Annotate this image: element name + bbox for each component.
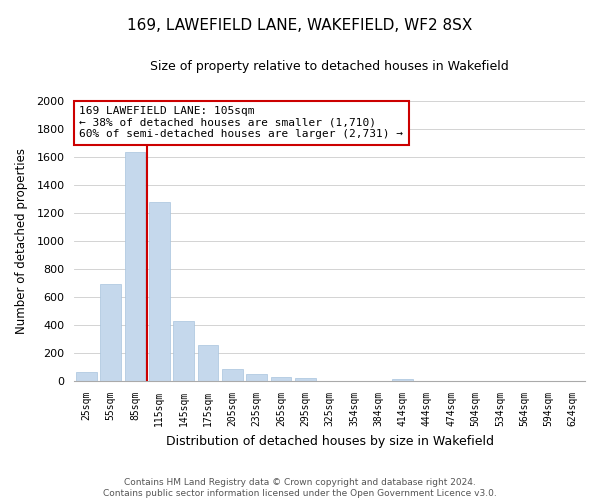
Bar — [246, 374, 267, 381]
Bar — [149, 202, 170, 381]
Bar — [76, 372, 97, 381]
Text: 169 LAWEFIELD LANE: 105sqm
← 38% of detached houses are smaller (1,710)
60% of s: 169 LAWEFIELD LANE: 105sqm ← 38% of deta… — [79, 106, 403, 140]
Bar — [173, 321, 194, 381]
Bar — [125, 152, 145, 381]
Bar — [392, 379, 413, 381]
Y-axis label: Number of detached properties: Number of detached properties — [15, 148, 28, 334]
Text: Contains HM Land Registry data © Crown copyright and database right 2024.
Contai: Contains HM Land Registry data © Crown c… — [103, 478, 497, 498]
Bar — [197, 346, 218, 381]
Bar — [295, 378, 316, 381]
Bar — [222, 369, 242, 381]
Title: Size of property relative to detached houses in Wakefield: Size of property relative to detached ho… — [150, 60, 509, 73]
Bar — [100, 284, 121, 381]
Bar — [271, 377, 291, 381]
Text: 169, LAWEFIELD LANE, WAKEFIELD, WF2 8SX: 169, LAWEFIELD LANE, WAKEFIELD, WF2 8SX — [127, 18, 473, 32]
X-axis label: Distribution of detached houses by size in Wakefield: Distribution of detached houses by size … — [166, 434, 494, 448]
